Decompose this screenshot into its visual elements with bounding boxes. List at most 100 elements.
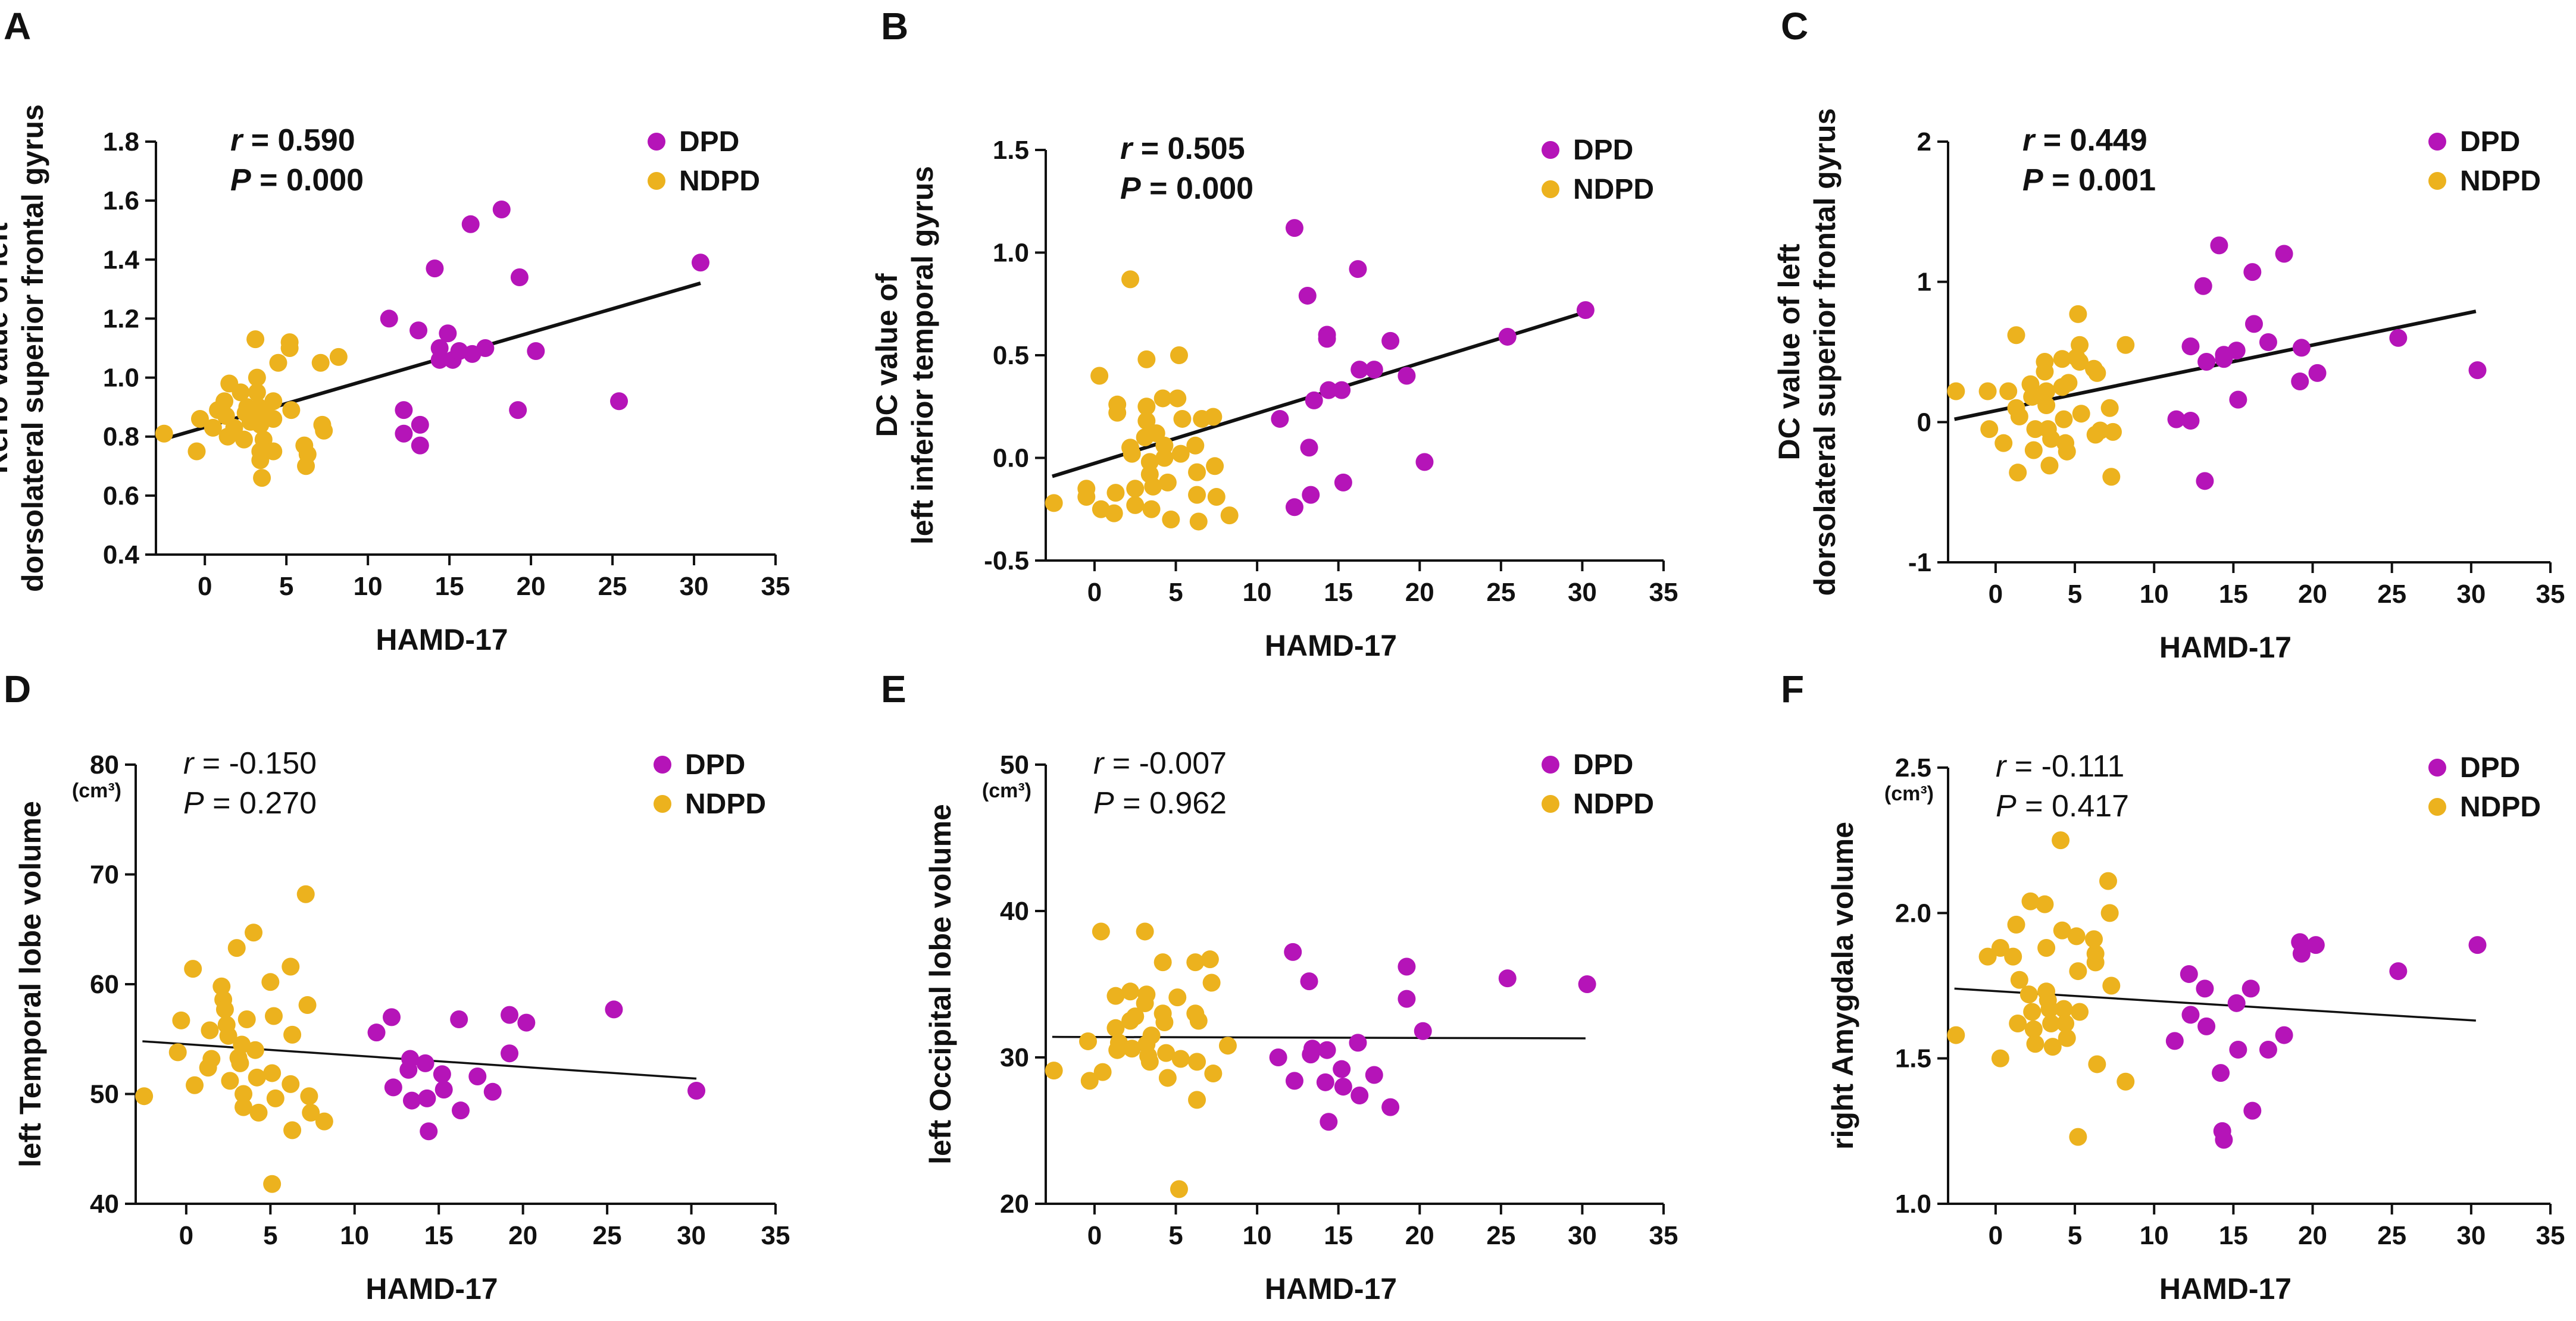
ndpd-point bbox=[2004, 947, 2022, 966]
ndpd-point bbox=[2037, 382, 2056, 400]
dpd-point bbox=[2275, 245, 2293, 263]
ndpd-point bbox=[329, 348, 348, 366]
dpd-point bbox=[395, 424, 413, 443]
ndpd-point bbox=[2040, 456, 2059, 475]
ndpd-point bbox=[269, 353, 287, 372]
ndpd-point bbox=[1978, 947, 1997, 966]
y-axis-title: left Occipital lobe volume bbox=[924, 804, 957, 1165]
ndpd-point bbox=[1168, 389, 1187, 408]
ndpd-point bbox=[1204, 1065, 1223, 1083]
ndpd-point bbox=[1106, 1019, 1125, 1037]
data-points bbox=[1947, 831, 2487, 1149]
dpd-point bbox=[1498, 327, 1517, 346]
dpd-point bbox=[2229, 1041, 2247, 1059]
x-tick-label: 15 bbox=[1324, 578, 1353, 607]
panel-letter: D bbox=[4, 668, 31, 710]
x-tick-label: 10 bbox=[1243, 1221, 1272, 1250]
x-tick-label: 35 bbox=[761, 572, 790, 601]
ndpd-point bbox=[225, 418, 243, 437]
legend-dpd-marker bbox=[1542, 756, 1559, 774]
dpd-point bbox=[411, 415, 429, 434]
dpd-point bbox=[527, 342, 545, 360]
r-symbol: r bbox=[1120, 132, 1134, 166]
p-symbol: P bbox=[1120, 171, 1141, 206]
legend-ndpd-label: NDPD bbox=[1573, 174, 1654, 205]
p-statistic: P = 0.417 bbox=[1996, 789, 2129, 824]
ndpd-point bbox=[2055, 410, 2073, 428]
ndpd-point bbox=[2042, 430, 2061, 448]
y-tick-label: 0.4 bbox=[103, 540, 140, 569]
r-statistic: r = 0.449 bbox=[2022, 123, 2147, 158]
dpd-point bbox=[433, 1065, 451, 1084]
ndpd-point bbox=[2021, 892, 2040, 910]
ndpd-point bbox=[1106, 484, 1125, 502]
ndpd-point bbox=[1201, 950, 1219, 969]
ndpd-point bbox=[1136, 922, 1154, 941]
dpd-point bbox=[1381, 1098, 1400, 1116]
ndpd-point bbox=[235, 1085, 253, 1103]
x-tick-label: 25 bbox=[598, 572, 627, 601]
ndpd-point bbox=[2071, 1003, 2089, 1021]
ndpd-point bbox=[1080, 1072, 1099, 1090]
dpd-point bbox=[2180, 965, 2198, 983]
y-tick-label: -0.5 bbox=[984, 546, 1029, 575]
x-axis-title: HAMD-17 bbox=[1265, 629, 1397, 662]
dpd-point bbox=[2244, 315, 2263, 333]
ndpd-point bbox=[2059, 374, 2078, 392]
x-tick-label: 25 bbox=[2377, 1221, 2406, 1250]
ndpd-point bbox=[1157, 1044, 1176, 1062]
dpd-point bbox=[1320, 1113, 1338, 1131]
dpd-point bbox=[420, 1122, 438, 1141]
ndpd-point bbox=[172, 1011, 190, 1029]
dpd-point bbox=[1398, 957, 1416, 976]
legend: DPD NDPD bbox=[648, 126, 760, 197]
ndpd-point bbox=[1126, 1007, 1145, 1026]
x-axis-title: HAMD-17 bbox=[365, 1272, 498, 1306]
ndpd-point bbox=[2100, 399, 2119, 417]
panel-a: A 0 5 10 15 20 25 30 35 0.4 0.6 0.8 1.0 1.2 1.4 1.6 1.8 H… bbox=[0, 5, 790, 656]
p-value: = 0.001 bbox=[2043, 163, 2156, 198]
dpd-point bbox=[395, 401, 413, 420]
legend-ndpd-marker bbox=[654, 795, 671, 813]
ndpd-point bbox=[204, 418, 222, 437]
dpd-point bbox=[383, 1008, 401, 1026]
dpd-point bbox=[439, 324, 457, 343]
dpd-point bbox=[401, 1050, 420, 1068]
x-tick-label: 25 bbox=[2377, 580, 2406, 609]
ndpd-point bbox=[2058, 1029, 2076, 1047]
dpd-point bbox=[1498, 969, 1517, 988]
ndpd-point bbox=[1978, 382, 1997, 400]
legend-ndpd-label: NDPD bbox=[2460, 791, 2541, 823]
ndpd-point bbox=[2023, 387, 2042, 406]
ndpd-point bbox=[186, 1076, 204, 1094]
panel-letter: A bbox=[4, 5, 31, 48]
ndpd-point bbox=[2085, 930, 2103, 949]
ndpd-point bbox=[1947, 1026, 1965, 1044]
ndpd-point bbox=[2036, 362, 2054, 381]
p-symbol: P bbox=[183, 786, 204, 821]
legend-ndpd-marker bbox=[2428, 172, 2446, 190]
ndpd-point bbox=[296, 885, 315, 903]
ndpd-point bbox=[1045, 1062, 1063, 1080]
dpd-point bbox=[2259, 1041, 2277, 1059]
r-value: = -0.007 bbox=[1103, 746, 1227, 781]
ndpd-point bbox=[282, 401, 301, 420]
x-tick-label: 35 bbox=[2536, 1221, 2565, 1250]
p-symbol: P bbox=[230, 163, 251, 198]
ndpd-point bbox=[249, 1103, 268, 1122]
r-value: = -0.150 bbox=[193, 746, 317, 781]
y-tick-label: 0.5 bbox=[993, 341, 1029, 370]
panel-d: D 0 5 10 15 20 25 30 35 40 50 60 70 80 HAMD-17 left Tem… bbox=[4, 668, 790, 1306]
dpd-point bbox=[2181, 411, 2200, 430]
y-tick-label: 1.0 bbox=[1895, 1189, 1931, 1219]
ndpd-point bbox=[248, 1068, 266, 1087]
ndpd-point bbox=[1142, 500, 1161, 518]
dpd-point bbox=[492, 201, 511, 219]
ndpd-point bbox=[1162, 511, 1180, 528]
y-axis-title: dorsolateral superior frontal gyrus bbox=[1808, 108, 1842, 596]
ndpd-point bbox=[246, 330, 265, 349]
y-tick-label: 50 bbox=[1000, 750, 1029, 780]
dpd-point bbox=[1318, 330, 1336, 348]
r-value: = 0.590 bbox=[242, 123, 355, 158]
dpd-point bbox=[2308, 364, 2327, 382]
